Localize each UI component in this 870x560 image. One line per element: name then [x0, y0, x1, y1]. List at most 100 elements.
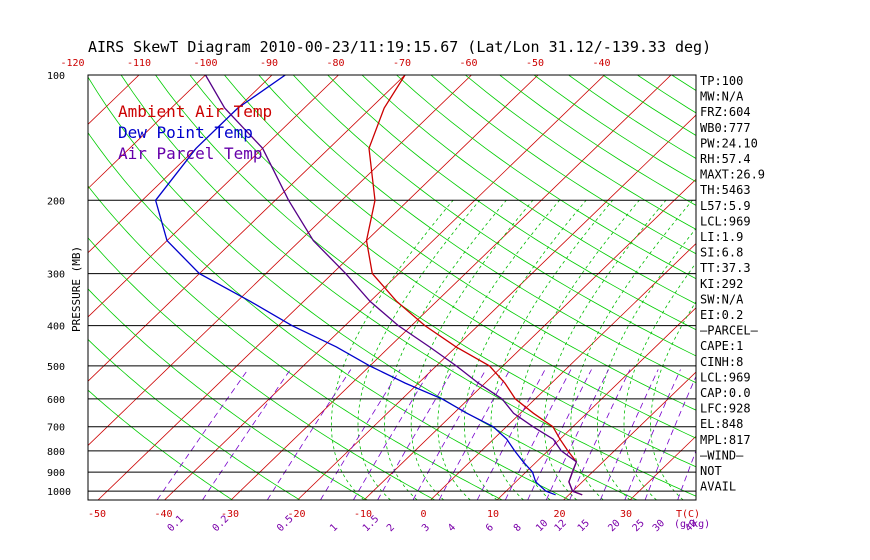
mixing-ratio-unit-label: (g/kg) [674, 519, 710, 530]
dry-adiabat-line [292, 75, 696, 357]
moist-adiabat-line [437, 200, 560, 500]
dry-adiabat-line [224, 75, 696, 411]
isotherm-line [496, 307, 696, 500]
pressure-tick-label: 400 [47, 322, 65, 333]
moist-adiabat-line [623, 262, 696, 500]
index-readout: EI:0.2 [700, 308, 743, 322]
bottom-temp-tick-label: 20 [554, 509, 566, 520]
dry-adiabat-line [258, 75, 696, 384]
mixing-ratio-tick-label: 15 [576, 518, 592, 534]
mixing-ratio-line [353, 369, 432, 500]
pressure-tick-label: 200 [47, 196, 65, 207]
index-readout: KI:292 [700, 277, 743, 291]
chart-title: AIRS SkewT Diagram 2010-00-23/11:19:15.6… [88, 38, 711, 56]
mixing-ratio-tick-label: 12 [553, 518, 569, 534]
dry-adiabat-line [775, 75, 870, 500]
dry-adiabat-line [88, 338, 301, 500]
legend-parcel: Air Parcel Temp [118, 144, 263, 163]
plot-border [87, 74, 697, 501]
dry-adiabat-line [88, 76, 638, 500]
moist-adiabat-line [384, 200, 507, 500]
bottom-temp-tick-label: 30 [620, 509, 632, 520]
isotherm-line [97, 75, 539, 500]
dry-adiabat-line [88, 185, 503, 500]
mixing-ratio-line [504, 369, 572, 500]
mixing-ratio-tick-label: 25 [631, 518, 647, 534]
bottom-temp-tick-label: -20 [288, 509, 306, 520]
index-readout: TH:5463 [700, 183, 751, 197]
isotherm-line [0, 75, 73, 500]
index-readout: MAXT:26.9 [700, 168, 765, 182]
index-readout: TP:100 [700, 74, 743, 88]
index-readout: TT:37.3 [700, 261, 751, 275]
top-temp-tick-label: -80 [327, 58, 345, 69]
dry-adiabat-line [499, 75, 696, 206]
bottom-temp-tick-label: -50 [88, 509, 106, 520]
dry-adiabat-line [88, 132, 570, 500]
mixing-ratio-tick-label: 6 [484, 522, 496, 534]
index-readout: MW:N/A [700, 90, 744, 104]
mixing-ratio-line [377, 369, 454, 500]
dry-adiabat-line [88, 288, 368, 500]
top-temp-tick-label: -100 [194, 58, 218, 69]
mixing-ratio-tick-label: 8 [512, 522, 524, 534]
pressure-tick-label: 900 [47, 468, 65, 479]
dry-adiabat-line [396, 75, 696, 280]
pressure-tick-label: 700 [47, 423, 65, 434]
moist-adiabat-line [570, 200, 693, 500]
y-axis-label: PRESSURE (MB) [70, 246, 83, 332]
mixing-ratio-line [599, 369, 659, 500]
series-lines [154, 75, 583, 496]
index-readout: LI:1.9 [700, 230, 743, 244]
legend-dewpoint: Dew Point Temp [118, 123, 253, 142]
isotherm-line [563, 371, 696, 500]
pressure-tick-label: 500 [47, 362, 65, 373]
grid-lines [0, 75, 870, 500]
bottom-temp-tick-label: 0 [421, 509, 427, 520]
mixing-ratio-line [438, 369, 511, 500]
mixing-ratio-tick-label: 10 [534, 518, 550, 534]
dry-adiabat-line [844, 75, 870, 500]
mixing-ratio-tick-label: 2 [385, 522, 397, 534]
index-readout: CAPE:1 [700, 339, 743, 353]
dry-adiabat-line [120, 75, 696, 497]
pressure-tick-label: 1000 [47, 487, 71, 498]
temp-unit-label: T(C) [676, 509, 700, 520]
bottom-temp-tick-label: 10 [487, 509, 499, 520]
dry-adiabat-line [361, 75, 696, 305]
mixing-ratio-tick-label: 1 [328, 522, 340, 534]
pressure-tick-label: 100 [47, 71, 65, 82]
dry-adiabat-line [741, 75, 870, 500]
moist-adiabat-line [650, 300, 696, 500]
legend-ambient: Ambient Air Temp [118, 102, 272, 121]
pressure-tick-label: 800 [47, 447, 65, 458]
index-readout: SI:6.8 [700, 246, 743, 260]
isotherm-line [88, 75, 472, 446]
series-line-1 [154, 75, 556, 496]
index-readout: EL:848 [700, 417, 743, 431]
index-readout: AVAIL [700, 480, 736, 494]
moist-adiabat-line [543, 200, 667, 500]
isotherm-line [363, 178, 696, 500]
dry-adiabat-line [327, 75, 696, 331]
moist-adiabat-line [357, 200, 481, 500]
top-temp-tick-label: -60 [460, 58, 478, 69]
dry-adiabat-line [88, 237, 435, 500]
series-line-2 [204, 75, 583, 496]
mixing-ratio-tick-label: 3 [420, 522, 432, 534]
isotherm-line [0, 75, 6, 500]
dry-adiabat-line [155, 75, 696, 468]
index-readout: CAP:0.0 [700, 386, 751, 400]
moist-adiabat-line [597, 227, 696, 500]
index-readout: LCL:969 [700, 214, 751, 228]
mixing-ratio-line [266, 369, 352, 500]
isotherm-line [88, 75, 339, 318]
pressure-tick-label: 300 [47, 270, 65, 281]
mixing-ratio-line [320, 369, 401, 500]
index-readout: CINH:8 [700, 355, 743, 369]
bottom-temp-tick-label: -40 [155, 509, 173, 520]
isotherm-line [830, 75, 870, 500]
index-readout: FRZ:604 [700, 105, 751, 119]
